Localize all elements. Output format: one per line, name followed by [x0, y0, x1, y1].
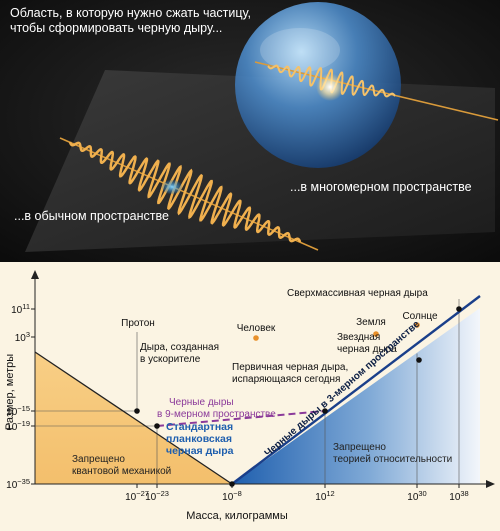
series-quantum-limit: [34, 351, 233, 485]
caption-main: Область, в которую нужно сжать частицу, …: [10, 6, 251, 36]
point-primordial-hole: [322, 408, 328, 414]
point-earth: [373, 331, 379, 337]
region-rel-line1: Запрещено: [333, 442, 386, 453]
label-earth: Земля: [356, 317, 386, 328]
y-axis-label: Размер, метры: [4, 354, 16, 430]
y-tick-label: 103: [15, 330, 30, 344]
chart-panel: 10−27 10−23 10−8 1012 1030 1038 1011 103 10−15 1…: [0, 262, 500, 526]
y-tick-label: 10−15: [6, 404, 30, 418]
x-tick-label: 10−27: [125, 489, 149, 503]
label-9d-line1: Черные дыры: [169, 397, 234, 408]
label-proton: Протон: [121, 318, 155, 329]
ordinary-space-wave: [68, 141, 302, 243]
region-relativity-forbidden: [232, 308, 480, 484]
x-tick-label: 10−8: [222, 489, 242, 503]
label-stellar-line2: черная дыра: [337, 344, 397, 355]
illustration-panel: Область, в которую нужно сжать частицу, …: [0, 0, 500, 262]
series-9d-black-holes: [156, 410, 326, 427]
label-sun: Солнце: [402, 311, 438, 322]
label-planck-line3: черная дыра: [166, 445, 234, 457]
caption-main-line2: чтобы сформировать черную дыру...: [10, 21, 223, 35]
label-human: Человек: [237, 323, 276, 334]
caption-main-line1: Область, в которую нужно сжать частицу,: [10, 6, 252, 20]
y-tick-label: 10−35: [6, 477, 30, 491]
y-tick-label: 10−19: [6, 419, 30, 433]
point-planck-hole: [229, 481, 235, 487]
point-stellar-hole: [416, 357, 422, 363]
point-supermassive-hole: [456, 306, 462, 312]
x-axis-arrow: [486, 480, 495, 488]
y-axis-arrow: [31, 270, 39, 279]
label-9d-line2: в 9-мерном пространстве: [157, 409, 276, 420]
label-supermassive: Сверхмассивная черная дыра: [287, 288, 428, 299]
x-tick-label: 1030: [407, 489, 426, 503]
region-rel-line2: теорией относительности: [333, 454, 452, 465]
region-qm-line1: Запрещено: [72, 454, 125, 465]
point-human: [253, 335, 259, 341]
label-planck-line2: планковская: [166, 433, 232, 445]
ordinary-particle-region: [162, 180, 182, 194]
compressed-particle-glow: [316, 73, 344, 101]
x-tick-label: 10−23: [145, 489, 169, 503]
caption-multidim: ...в многомерном пространстве: [290, 180, 472, 194]
caption-ordinary: ...в обычном пространстве: [14, 209, 169, 223]
y-tick-label: 1011: [11, 302, 30, 316]
label-accelerator-line1: Дыра, созданная: [140, 342, 219, 353]
label-planck-line1: Стандартная: [166, 421, 233, 433]
point-proton: [134, 408, 140, 414]
point-sun: [414, 322, 420, 328]
region-qm-line2: квантовой механикой: [72, 466, 171, 477]
illustration-art: [0, 0, 500, 262]
label-accelerator-line2: в ускорителе: [140, 354, 201, 365]
label-stellar-line1: Звездная: [337, 332, 380, 343]
series-3d-black-holes: [231, 295, 481, 485]
point-accelerator-hole: [154, 423, 160, 429]
label-primordial-line2: испаряющаяся сегодня: [232, 374, 340, 385]
sphere-highlight: [260, 28, 340, 72]
x-tick-label: 1012: [315, 489, 334, 503]
label-primordial-line1: Первичная черная дыра,: [232, 362, 348, 373]
x-axis-label: Масса, килограммы: [186, 510, 288, 522]
x-tick-label: 1038: [449, 489, 468, 503]
